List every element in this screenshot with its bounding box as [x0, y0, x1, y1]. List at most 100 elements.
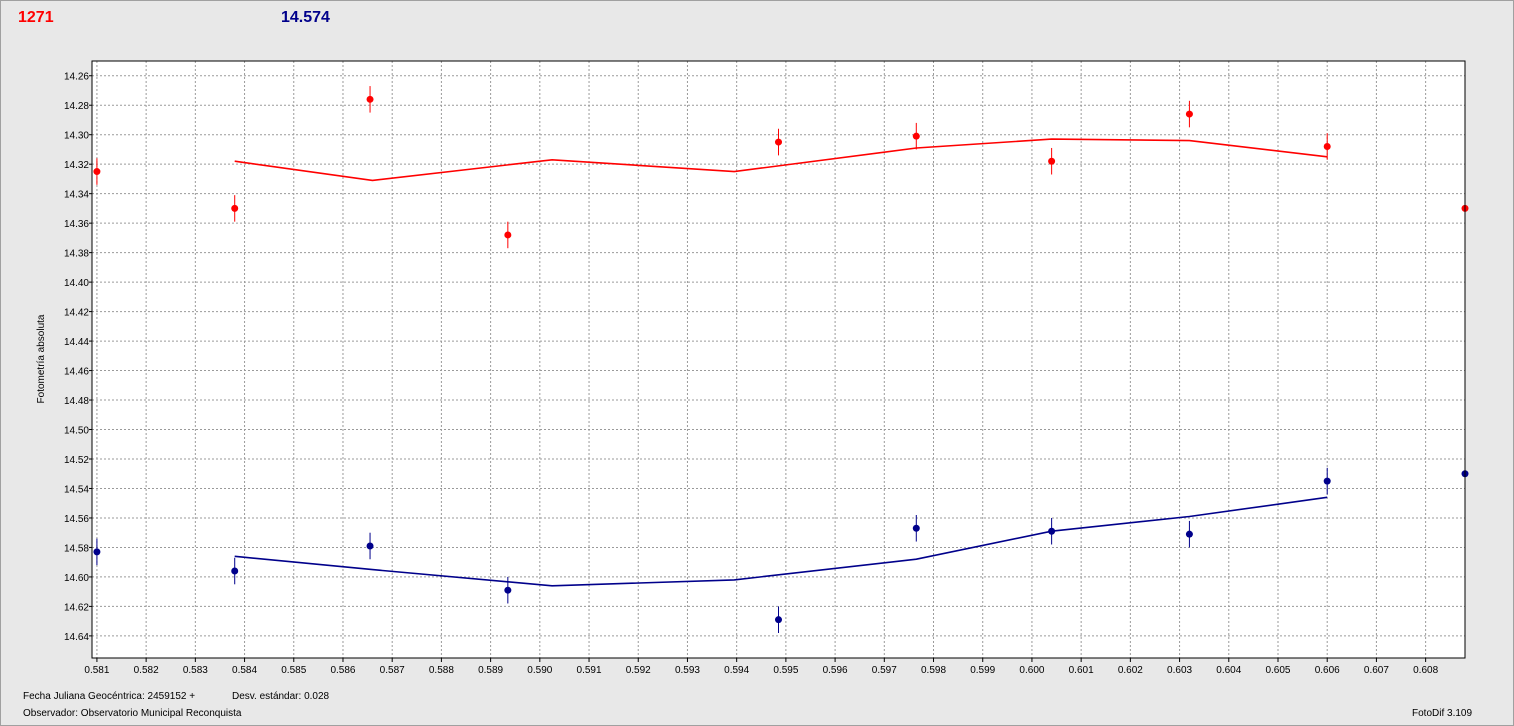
data-point: [1323, 467, 1331, 495]
data-point: [1185, 100, 1193, 128]
data-point: [1048, 147, 1056, 175]
x-tick-label: 0.603: [1167, 665, 1192, 676]
y-tick-label: 14.58: [64, 543, 89, 554]
data-marker: [1185, 110, 1193, 118]
x-tick-label: 0.582: [134, 665, 159, 676]
y-tick-label: 14.42: [64, 308, 89, 319]
x-tick-label: 0.607: [1364, 665, 1389, 676]
data-marker: [1048, 157, 1056, 165]
data-point: [1048, 517, 1056, 545]
x-tick-label: 0.608: [1413, 665, 1438, 676]
data-marker: [504, 231, 512, 239]
y-tick-label: 14.32: [64, 160, 89, 171]
data-point: [775, 606, 782, 633]
y-tick-label: 14.48: [64, 396, 89, 407]
y-tick-label: 14.50: [64, 426, 89, 437]
grid-lines: [92, 61, 1465, 658]
data-marker: [504, 586, 512, 594]
y-tick-label: 14.28: [64, 101, 89, 112]
y-tick-label: 14.34: [64, 190, 89, 201]
data-point: [504, 576, 512, 604]
data-point: [231, 195, 239, 222]
data-marker: [366, 95, 374, 103]
x-axis-ticks: 0.581 0.582 0.583 0.584 0.585 0.586 0.587 0.588…: [84, 658, 1439, 676]
data-marker: [775, 138, 782, 146]
data-marker: [231, 567, 239, 575]
x-tick-label: 0.601: [1069, 665, 1094, 676]
data-marker: [912, 132, 920, 140]
y-tick-label: 14.36: [64, 219, 89, 230]
julian-date-label: Fecha Juliana Geocéntrica: 2459152 +: [23, 691, 196, 702]
x-tick-label: 0.606: [1315, 665, 1340, 676]
data-marker: [912, 524, 920, 532]
x-tick-label: 0.592: [626, 665, 651, 676]
data-point: [912, 515, 920, 542]
data-marker: [231, 204, 239, 212]
x-tick-label: 0.587: [380, 665, 405, 676]
x-tick-label: 0.583: [183, 665, 208, 676]
y-tick-label: 14.38: [64, 249, 89, 260]
x-tick-label: 0.596: [823, 665, 848, 676]
data-marker: [775, 616, 782, 624]
y-tick-label: 14.64: [64, 632, 89, 643]
plot-area: [92, 61, 1465, 658]
data-marker: [1323, 142, 1331, 150]
x-tick-label: 0.581: [84, 665, 109, 676]
trend-line-series-0: [234, 138, 1328, 182]
data-point: [93, 158, 101, 185]
data-marker: [366, 542, 374, 550]
y-axis-label: Fotometría absoluta: [36, 314, 47, 403]
x-tick-label: 0.589: [478, 665, 503, 676]
y-axis-ticks: 14.26 14.28 14.30 14.32 14.34 14.36 14.38 14.40…: [64, 72, 92, 643]
data-point: [1185, 520, 1193, 548]
data-marker: [1048, 527, 1056, 535]
y-tick-label: 14.54: [64, 484, 89, 495]
red-series-value: 1271: [18, 9, 54, 26]
x-tick-label: 0.595: [773, 665, 798, 676]
data-marker: [93, 548, 101, 556]
y-tick-label: 14.44: [64, 337, 89, 348]
plot-border: [91, 60, 1466, 659]
x-tick-label: 0.591: [577, 665, 602, 676]
data-point: [231, 557, 239, 585]
trend-lines: [234, 138, 1328, 587]
data-marker: [1323, 477, 1331, 485]
data-point: [1323, 133, 1331, 160]
data-point: [366, 532, 374, 560]
y-tick-label: 14.26: [64, 72, 89, 83]
x-tick-label: 0.588: [429, 665, 454, 676]
x-tick-label: 0.586: [330, 665, 355, 676]
y-tick-label: 14.52: [64, 455, 89, 466]
data-point: [775, 128, 782, 156]
y-tick-label: 14.40: [64, 278, 89, 289]
observer-label: Observador: Observatorio Municipal Recon…: [23, 708, 242, 719]
x-tick-label: 0.600: [1019, 665, 1044, 676]
y-tick-label: 14.30: [64, 131, 89, 142]
blue-series-value: 14.574: [281, 9, 330, 26]
x-tick-label: 0.594: [724, 665, 749, 676]
y-tick-label: 14.62: [64, 602, 89, 613]
x-tick-label: 0.593: [675, 665, 700, 676]
std-deviation-label: Desv. estándar: 0.028: [232, 691, 330, 702]
data-point: [504, 221, 512, 249]
data-point: [93, 538, 101, 566]
app-version-label: FotoDif 3.109: [1412, 708, 1473, 719]
x-tick-label: 0.598: [921, 665, 946, 676]
y-tick-label: 14.60: [64, 573, 89, 584]
x-tick-label: 0.599: [970, 665, 995, 676]
x-tick-label: 0.585: [281, 665, 306, 676]
x-tick-label: 0.590: [527, 665, 552, 676]
x-tick-label: 0.604: [1216, 665, 1241, 676]
x-tick-label: 0.602: [1118, 665, 1143, 676]
data-point: [912, 122, 920, 150]
y-tick-label: 14.56: [64, 514, 89, 525]
data-point: [366, 86, 374, 113]
data-marker: [93, 168, 101, 176]
y-tick-label: 14.46: [64, 367, 89, 378]
x-tick-label: 0.597: [872, 665, 897, 676]
data-marker: [1185, 530, 1193, 538]
x-tick-label: 0.584: [232, 665, 257, 676]
x-tick-label: 0.605: [1265, 665, 1290, 676]
trend-line-series-1: [234, 496, 1328, 587]
